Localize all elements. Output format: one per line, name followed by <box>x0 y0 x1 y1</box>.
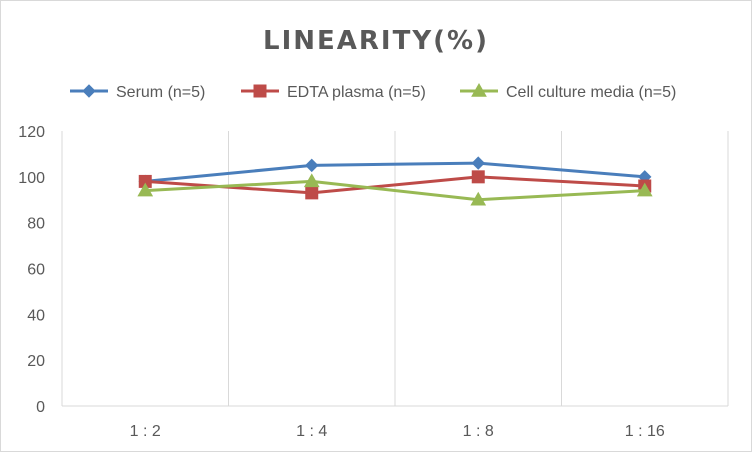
x-tick-label: 1 : 16 <box>625 423 665 440</box>
legend-label: Cell culture media (n=5) <box>506 84 676 101</box>
x-tick-label: 1 : 2 <box>130 423 161 440</box>
legend-marker <box>471 82 487 97</box>
series-3 <box>137 173 653 206</box>
legend-label: Serum (n=5) <box>116 84 205 101</box>
y-tick-label: 0 <box>36 399 45 416</box>
data-point <box>471 156 485 170</box>
axes: 0 20 40 60 80 100 120 1 : 2 1 : 4 1 : 8 1 : 16 <box>18 124 728 440</box>
data-point <box>137 182 154 197</box>
legend: Serum (n=5) EDTA plasma (n=5) Cell culture… <box>70 82 676 101</box>
y-tick-label: 120 <box>18 124 45 141</box>
series-line <box>145 161 645 183</box>
series-group <box>137 156 653 206</box>
grid <box>228 131 729 406</box>
legend-item: Cell culture media (n=5) <box>460 82 676 101</box>
y-tick-label: 20 <box>27 353 45 370</box>
x-tick-label: 1 : 8 <box>463 423 494 440</box>
data-point <box>303 173 320 188</box>
chart-title: LINEARITY(%) <box>263 26 489 56</box>
series-line <box>145 179 645 202</box>
legend-label: EDTA plasma (n=5) <box>287 84 426 101</box>
y-tick-label: 80 <box>27 216 45 233</box>
data-point <box>636 182 653 197</box>
legend-marker <box>82 84 96 98</box>
data-point <box>470 191 487 206</box>
data-point <box>305 186 319 200</box>
y-tick-label: 60 <box>27 262 45 279</box>
x-tick-label: 1 : 4 <box>296 423 327 440</box>
y-tick-label: 100 <box>18 170 45 187</box>
legend-marker <box>253 84 267 98</box>
data-point <box>471 170 485 184</box>
data-point <box>305 158 319 173</box>
legend-item: Serum (n=5) <box>70 84 205 101</box>
legend-item: EDTA plasma (n=5) <box>241 84 426 101</box>
y-tick-label: 40 <box>27 307 45 324</box>
